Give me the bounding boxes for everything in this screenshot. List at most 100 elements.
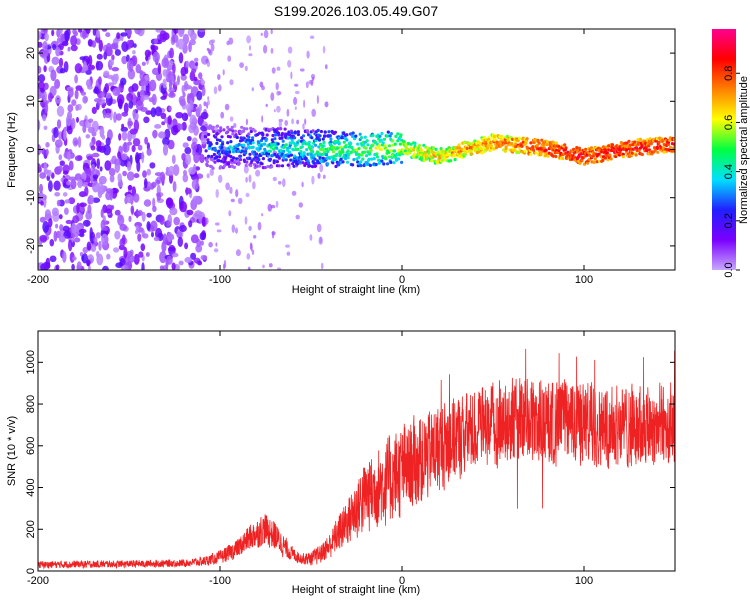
noise-blob bbox=[43, 65, 47, 73]
scatter-blob bbox=[244, 216, 248, 225]
signal-blob bbox=[287, 150, 292, 154]
scatter-blob bbox=[233, 123, 237, 128]
noise-blob bbox=[177, 38, 185, 50]
signal-blob bbox=[286, 163, 290, 167]
scatter-blob bbox=[245, 176, 248, 183]
signal-blob bbox=[342, 140, 346, 144]
noise-blob bbox=[168, 79, 173, 91]
noise-blob bbox=[125, 194, 133, 204]
signal-blob bbox=[268, 149, 272, 153]
noise-blob bbox=[135, 225, 139, 231]
signal-blob bbox=[603, 156, 608, 160]
noise-blob bbox=[176, 231, 183, 239]
signal-blob bbox=[215, 124, 220, 128]
signal-blob bbox=[364, 146, 368, 150]
noise-blob bbox=[51, 56, 60, 65]
signal-blob bbox=[615, 152, 619, 157]
noise-blob bbox=[116, 32, 121, 40]
noise-blob bbox=[96, 29, 101, 39]
signal-blob bbox=[261, 136, 265, 140]
scatter-blob bbox=[210, 43, 215, 52]
signal-blob bbox=[504, 145, 508, 149]
spectrogram-x-tick-label: 0 bbox=[399, 274, 405, 286]
snr-background bbox=[38, 331, 675, 571]
signal-blob bbox=[525, 137, 529, 141]
noise-blob bbox=[55, 223, 59, 229]
signal-blob bbox=[341, 150, 345, 154]
signal-blob bbox=[375, 155, 379, 159]
colorbar-tick-label: 0.4 bbox=[723, 164, 735, 179]
scatter-blob bbox=[304, 118, 307, 125]
signal-blob bbox=[228, 150, 232, 154]
scatter-blob bbox=[243, 165, 249, 174]
noise-blob bbox=[127, 254, 135, 263]
noise-blob bbox=[38, 81, 45, 90]
signal-blob bbox=[358, 132, 362, 136]
signal-blob bbox=[657, 140, 661, 144]
noise-blob bbox=[174, 81, 180, 86]
signal-blob bbox=[317, 152, 321, 156]
signal-blob bbox=[248, 156, 252, 160]
noise-blob bbox=[101, 92, 105, 98]
noise-blob bbox=[70, 179, 77, 190]
signal-blob bbox=[203, 134, 207, 139]
noise-blob bbox=[62, 192, 68, 197]
noise-blob bbox=[118, 133, 122, 141]
noise-blob bbox=[134, 29, 142, 35]
signal-blob bbox=[668, 138, 672, 142]
noise-blob bbox=[166, 78, 171, 83]
noise-blob bbox=[111, 67, 120, 72]
noise-blob bbox=[70, 35, 78, 47]
signal-blob bbox=[249, 164, 253, 168]
signal-blob bbox=[229, 140, 233, 144]
signal-blob bbox=[279, 127, 283, 131]
signal-blob bbox=[449, 159, 453, 163]
scatter-blob bbox=[261, 85, 265, 91]
noise-blob bbox=[117, 214, 125, 227]
signal-blob bbox=[302, 152, 306, 156]
signal-blob bbox=[307, 140, 311, 144]
signal-blob bbox=[554, 154, 558, 159]
scatter-blob bbox=[222, 69, 225, 76]
noise-blob bbox=[168, 106, 172, 111]
noise-blob bbox=[49, 239, 55, 247]
signal-blob bbox=[439, 147, 443, 151]
signal-blob bbox=[475, 148, 479, 152]
signal-blob bbox=[310, 136, 314, 140]
signal-blob bbox=[244, 163, 248, 168]
signal-blob bbox=[672, 142, 675, 146]
noise-blob bbox=[122, 170, 127, 177]
snr-x-ticks: -200 -100 0 100 bbox=[27, 331, 593, 587]
scatter-blob bbox=[249, 45, 251, 51]
scatter-blob bbox=[317, 172, 321, 179]
noise-blob bbox=[85, 29, 91, 35]
signal-blob bbox=[393, 142, 397, 146]
scatter-blob bbox=[245, 192, 250, 198]
signal-blob bbox=[296, 130, 300, 134]
noise-blob bbox=[121, 264, 129, 270]
signal-blob bbox=[204, 123, 208, 128]
signal-blob bbox=[621, 152, 625, 156]
scatter-blob bbox=[278, 91, 282, 95]
noise-blob bbox=[104, 160, 112, 171]
signal-blob bbox=[564, 146, 568, 150]
noise-blob bbox=[97, 182, 104, 194]
noise-blob bbox=[55, 99, 60, 104]
noise-blob bbox=[120, 32, 128, 37]
noise-blob bbox=[133, 253, 140, 265]
signal-blob bbox=[523, 149, 527, 153]
noise-blob bbox=[74, 173, 82, 182]
scatter-blob bbox=[275, 200, 279, 208]
scatter-blob bbox=[261, 115, 264, 123]
noise-blob bbox=[74, 155, 83, 162]
noise-blob bbox=[39, 172, 47, 179]
signal-blob bbox=[242, 129, 246, 133]
noise-blob bbox=[140, 243, 146, 252]
snr-y-tick-label: 400 bbox=[25, 478, 37, 496]
signal-blob bbox=[561, 156, 565, 161]
scatter-blob bbox=[303, 99, 306, 109]
noise-blob bbox=[88, 118, 94, 123]
scatter-blob bbox=[207, 99, 210, 106]
signal-blob bbox=[473, 139, 477, 143]
signal-blob bbox=[537, 141, 541, 145]
